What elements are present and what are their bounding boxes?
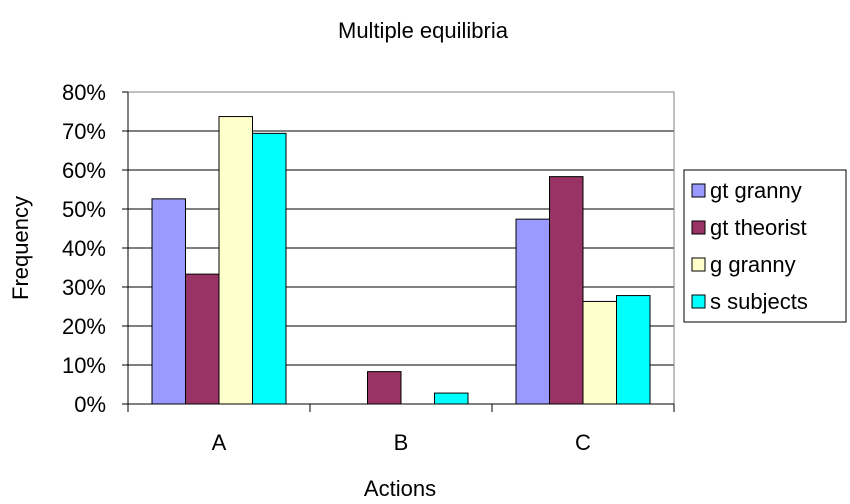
y-tick-label: 20%: [62, 314, 106, 339]
legend-label: s subjects: [710, 289, 808, 314]
x-axis-ticks: A B C: [127, 404, 675, 455]
legend-label: g granny: [710, 252, 796, 277]
legend-swatch: [691, 183, 706, 198]
bar-gt-granny-A: [151, 198, 186, 405]
bar-gt-theorist-B: [367, 371, 402, 405]
bar-gt-theorist-C: [549, 176, 584, 405]
bar-s-subjects-C: [616, 295, 651, 405]
y-tick-label: 60%: [62, 158, 106, 183]
legend-swatch: [691, 294, 706, 309]
bar-g-granny-A: [218, 116, 253, 405]
y-tick-label: 70%: [62, 119, 106, 144]
y-tick-label: 10%: [62, 353, 106, 378]
x-tick-label: B: [394, 430, 409, 455]
legend-swatch: [691, 257, 706, 272]
x-tick-label: C: [575, 430, 591, 455]
chart-title: Multiple equilibria: [338, 18, 509, 43]
x-tick-label: A: [212, 430, 227, 455]
bar-g-granny-C: [582, 300, 617, 405]
legend-box: [683, 169, 847, 323]
y-axis-ticks: 0% 10% 20% 30% 40% 50% 60% 70% 80%: [62, 80, 128, 417]
y-tick-label: 40%: [62, 236, 106, 261]
y-tick-label: 80%: [62, 80, 106, 105]
y-axis-label: Frequency: [8, 196, 33, 300]
bar-s-subjects-A: [252, 132, 287, 405]
y-tick-label: 30%: [62, 275, 106, 300]
legend-swatch: [691, 220, 706, 235]
y-tick-label: 0%: [74, 392, 106, 417]
legend: gt granny gt theorist g granny s subjects: [683, 169, 847, 323]
x-axis-label: Actions: [364, 476, 436, 501]
bar-s-subjects-B: [434, 392, 469, 405]
legend-label: gt theorist: [710, 215, 807, 240]
bar-gt-theorist-A: [185, 273, 220, 405]
legend-items: gt granny gt theorist g granny s subjects: [691, 178, 808, 314]
legend-label: gt granny: [710, 178, 802, 203]
y-tick-label: 50%: [62, 197, 106, 222]
bar-gt-granny-C: [515, 218, 550, 405]
bars: [151, 116, 651, 405]
